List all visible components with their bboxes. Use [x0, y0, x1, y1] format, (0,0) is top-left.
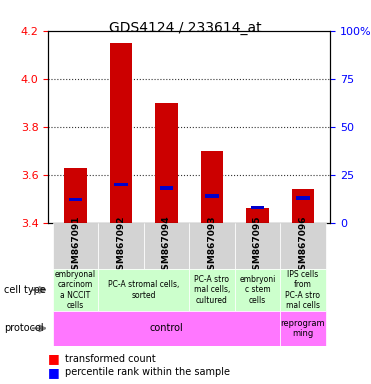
Text: GSM867094: GSM867094	[162, 215, 171, 276]
Text: ■: ■	[48, 366, 60, 379]
Bar	[144, 223, 189, 269]
Text: PC-A stro
mal cells,
cultured: PC-A stro mal cells, cultured	[194, 275, 230, 305]
Bar	[201, 151, 223, 223]
Bar	[109, 43, 132, 223]
Text: PC-A stromal cells,
sorted: PC-A stromal cells, sorted	[108, 280, 180, 300]
Text: transformed count: transformed count	[65, 354, 156, 364]
Bar	[292, 189, 314, 223]
Bar	[155, 103, 178, 223]
Text: GSM867091: GSM867091	[71, 215, 80, 276]
Bar	[246, 209, 269, 223]
Bar	[53, 269, 98, 311]
Text: GSM867093: GSM867093	[207, 215, 216, 276]
Bar	[205, 194, 219, 198]
Text: embryoni
c stem
cells: embryoni c stem cells	[239, 275, 276, 305]
Bar	[280, 269, 326, 311]
Text: percentile rank within the sample: percentile rank within the sample	[65, 367, 230, 377]
Bar	[98, 269, 189, 311]
Text: protocol: protocol	[4, 323, 43, 333]
Bar	[53, 311, 280, 346]
Bar	[53, 223, 98, 269]
Text: control: control	[150, 323, 183, 333]
Bar	[69, 198, 82, 202]
Bar	[280, 223, 326, 269]
Bar	[114, 182, 128, 186]
Bar	[64, 167, 87, 223]
Bar	[235, 269, 280, 311]
Text: embryonal
carcinom
a NCCIT
cells: embryonal carcinom a NCCIT cells	[55, 270, 96, 310]
Text: GDS4124 / 233614_at: GDS4124 / 233614_at	[109, 21, 262, 35]
Bar	[235, 223, 280, 269]
Text: GSM867095: GSM867095	[253, 215, 262, 276]
Text: cell type: cell type	[4, 285, 46, 295]
Text: GSM867096: GSM867096	[298, 215, 308, 276]
Bar	[189, 223, 235, 269]
Bar	[189, 269, 235, 311]
Text: IPS cells
from
PC-A stro
mal cells: IPS cells from PC-A stro mal cells	[285, 270, 321, 310]
Bar	[280, 311, 326, 346]
Text: ■: ■	[48, 353, 60, 366]
Bar	[160, 186, 173, 190]
Text: reprogram
ming: reprogram ming	[280, 319, 325, 338]
Text: GSM867092: GSM867092	[116, 215, 125, 276]
Bar	[296, 196, 310, 200]
Bar	[98, 223, 144, 269]
Bar	[250, 205, 264, 209]
